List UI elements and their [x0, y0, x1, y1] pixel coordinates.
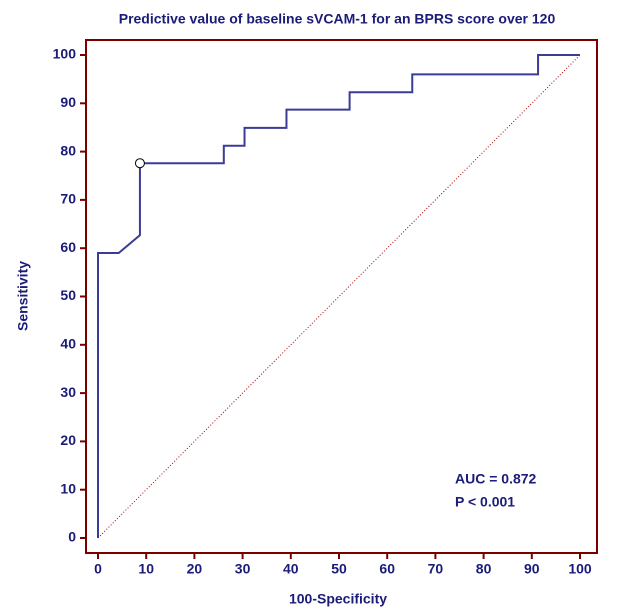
y-tick-label: 40	[60, 336, 76, 352]
annotation: AUC = 0.872	[455, 471, 537, 487]
x-tick-label: 90	[524, 561, 540, 577]
y-tick-label: 10	[60, 480, 76, 496]
roc-curve	[97, 54, 580, 538]
y-tick-label: 60	[60, 239, 76, 255]
x-tick-label: 30	[235, 561, 251, 577]
x-tick-label: 100	[568, 561, 592, 577]
x-tick-label: 40	[283, 561, 299, 577]
y-axis-label: Sensitivity	[15, 261, 31, 331]
y-tick-label: 50	[60, 287, 76, 303]
annotation: P < 0.001	[455, 494, 515, 510]
criterion-point	[134, 158, 145, 169]
y-tick-label: 90	[60, 94, 76, 110]
x-tick-label: 80	[476, 561, 492, 577]
x-axis-label: 100-Specificity	[289, 591, 387, 607]
y-tick-label: 100	[53, 46, 77, 62]
y-tick-label: 70	[60, 191, 76, 207]
x-tick-label: 20	[187, 561, 203, 577]
reference-line	[97, 54, 581, 539]
x-tick-label: 60	[379, 561, 395, 577]
y-tick-label: 20	[60, 432, 76, 448]
y-tick-label: 30	[60, 384, 76, 400]
chart-title: Predictive value of baseline sVCAM-1 for…	[119, 11, 556, 27]
y-tick-label: 80	[60, 142, 76, 158]
x-tick-label: 0	[94, 561, 102, 577]
y-tick-label: 0	[68, 529, 76, 545]
x-tick-label: 50	[331, 561, 347, 577]
x-tick-label: 10	[138, 561, 154, 577]
x-tick-label: 70	[428, 561, 444, 577]
